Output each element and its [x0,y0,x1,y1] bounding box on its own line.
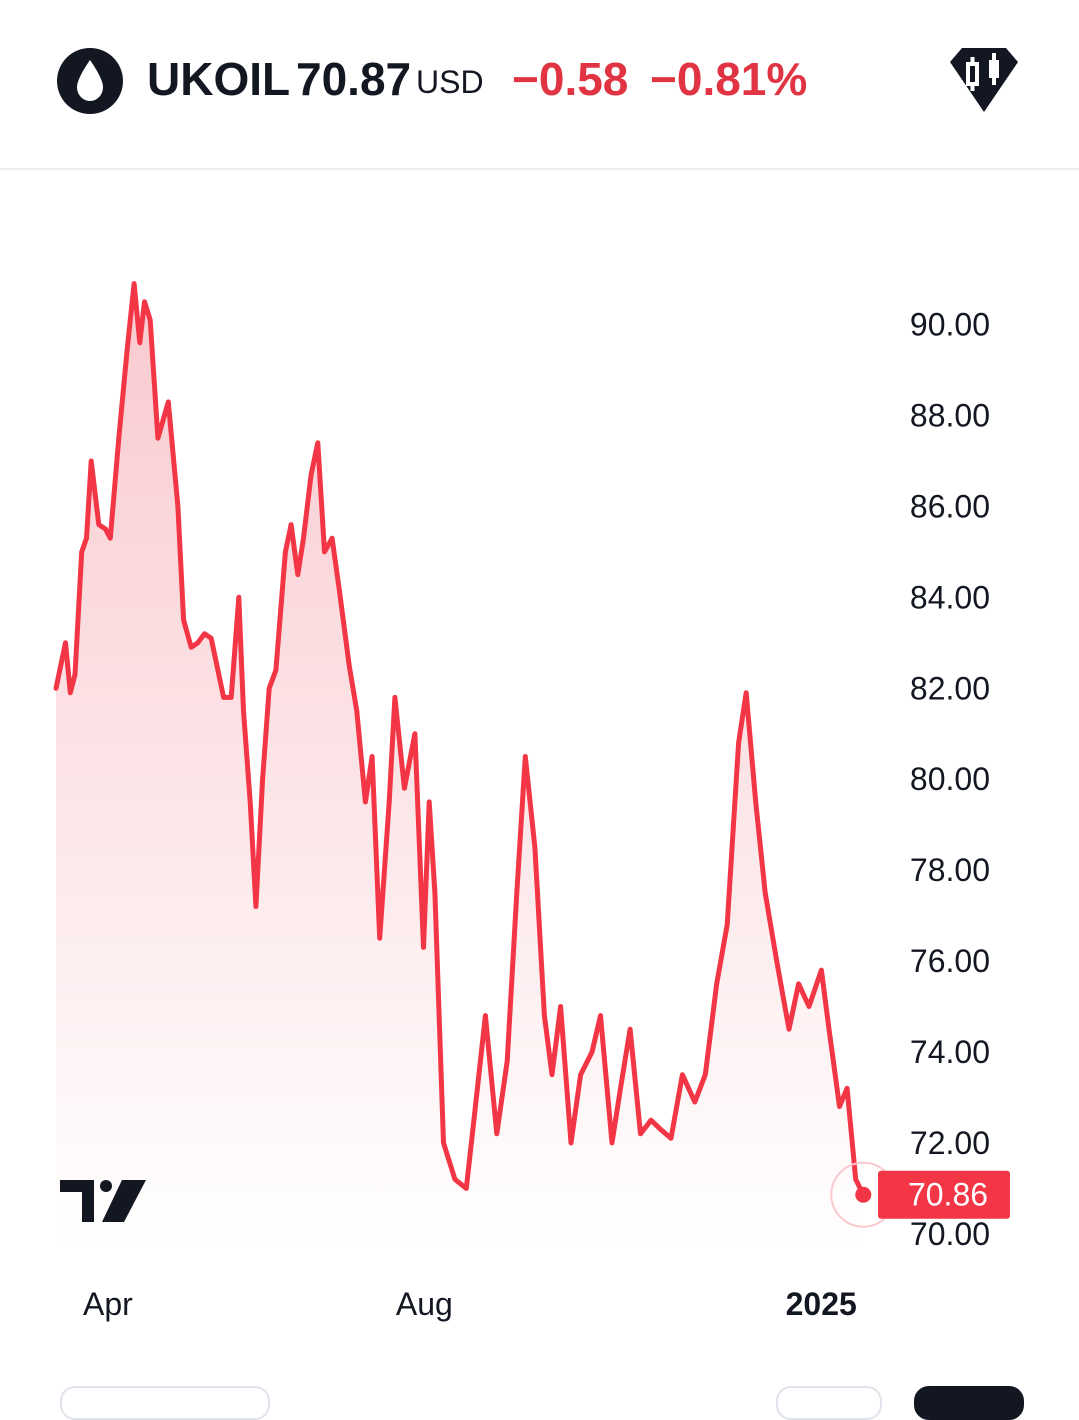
y-tick-label: 90.00 [910,307,990,343]
candlestick-icon[interactable] [944,44,1024,116]
current-price: 70.87 [296,53,412,105]
y-tick-label: 80.00 [910,761,990,797]
price-area-fill [56,283,864,1253]
last-price-tag: 70.86 [878,1170,1010,1219]
oil-drop-icon [55,46,125,116]
last-price-tag-label: 70.86 [908,1177,988,1213]
y-tick-label: 70.00 [910,1216,990,1252]
y-axis: 90.00 88.00 86.00 84.00 82.00 80.00 78.00 76.00… [910,307,990,1252]
y-tick-label: 74.00 [910,1034,990,1070]
bottom-tab-1[interactable] [60,1386,270,1420]
x-axis: Apr Aug 2025 [83,1286,857,1322]
last-price-marker [855,1186,872,1203]
y-tick-label: 76.00 [910,943,990,979]
y-tick-label: 88.00 [910,397,990,433]
symbol-header: UKOIL 70.87 USD −0.58 −0.81% [0,0,1079,170]
x-tick-label: 2025 [786,1286,857,1322]
bottom-tab-3[interactable] [914,1386,1024,1420]
price-chart[interactable]: 90.00 88.00 86.00 84.00 82.00 80.00 78.00 76.00… [0,172,1079,1396]
x-tick-label: Apr [83,1286,133,1322]
y-tick-label: 72.00 [910,1125,990,1161]
bottom-tab-2[interactable] [776,1386,882,1420]
price-line [53,281,866,1198]
x-tick-label: Aug [396,1286,453,1322]
price-change-percent: −0.81% [650,53,808,105]
y-tick-label: 84.00 [910,579,990,615]
price-change: −0.58 [512,53,629,105]
y-tick-label: 82.00 [910,670,990,706]
y-tick-label: 78.00 [910,852,990,888]
symbol-name: UKOIL [147,53,291,105]
tradingview-logo [60,1180,146,1222]
y-tick-label: 86.00 [910,488,990,524]
currency-label: USD [416,64,484,100]
